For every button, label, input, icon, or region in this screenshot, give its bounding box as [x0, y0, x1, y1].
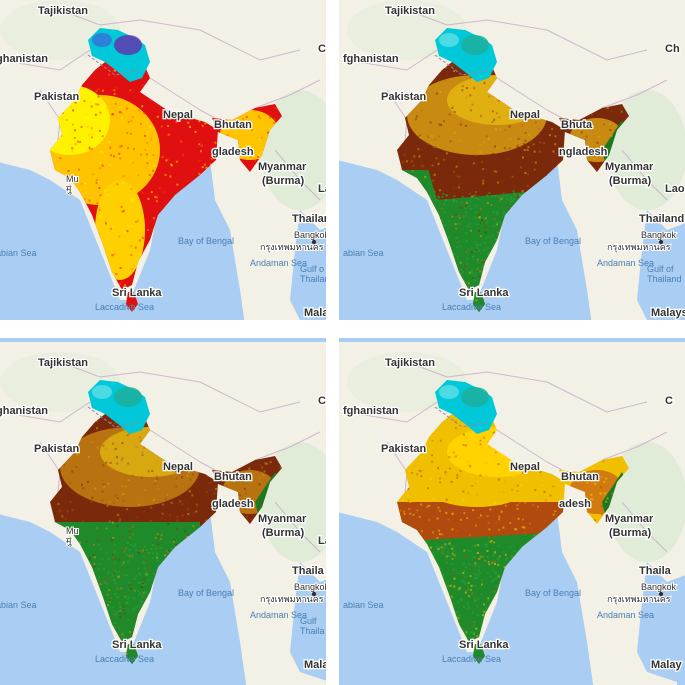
map-label-bangkok: Bangkok [294, 582, 326, 592]
map-label-andaman: Andaman Sea [597, 610, 654, 620]
map-label-arabian: abian Sea [0, 248, 37, 258]
map-label-c: Ch [665, 43, 680, 55]
map-panel-4[interactable]: Tajikistan fghanistan Pakistan Nepal Bhutan a… [339, 338, 685, 685]
map-label-bhutan: Bhuta [561, 119, 593, 131]
map-label-srilanka: Sri Lanka [112, 287, 162, 299]
map-label-andaman: Andaman Sea [250, 610, 307, 620]
map-label-nepal: Nepal [510, 461, 540, 473]
map-label-laccadive: Laccadive Sea [442, 302, 501, 312]
map-label-la: La [318, 535, 326, 547]
map-label-bay: Bay of Bengal [525, 588, 581, 598]
map-label-bangladesh: ngladesh [559, 146, 608, 158]
map-label-thailand: Thaila [639, 565, 672, 577]
map-label-bhutan: Bhutan [214, 471, 252, 483]
map-label-andaman: Andaman Sea [597, 258, 654, 268]
map-label-afghanistan: ghanistan [0, 53, 48, 65]
map-label-thailand2: Thaila [300, 626, 325, 636]
map-label-thailand: Thailar [292, 213, 326, 225]
map-label-malay: Mala [304, 659, 326, 671]
map-label-pakistan: Pakistan [34, 91, 80, 103]
map-canvas: Tajikistan ghanistan Pakistan Nepal Bhutan gl… [0, 338, 326, 685]
map-label-pakistan: Pakistan [381, 443, 427, 455]
city-dot-icon [658, 591, 664, 597]
city-dot-icon [311, 591, 317, 597]
map-label-c: C [318, 395, 326, 407]
map-label-afghanistan: fghanistan [343, 405, 399, 417]
map-label-bangkok: Bangkok [641, 230, 677, 240]
map-label-afghanistan: fghanistan [343, 53, 399, 65]
map-label-laccadive: Laccadive Sea [95, 302, 154, 312]
map-label-tajikistan: Tajikistan [38, 357, 88, 369]
map-label-arabian: abian Sea [343, 248, 384, 258]
map-label-burma: (Burma) [609, 175, 652, 187]
city-dot-icon [311, 239, 317, 245]
map-label-bangladesh: gladesh [212, 146, 254, 158]
map-label-myanmar: Myanmar [605, 513, 654, 525]
map-label-pakistan: Pakistan [34, 443, 80, 455]
map-label-nepal: Nepal [510, 109, 540, 121]
map-label-myanmar: Myanmar [258, 513, 307, 525]
map-label-la: La [318, 183, 326, 195]
map-label-srilanka: Sri Lanka [112, 639, 162, 651]
map-label-gulf: Gulf of [647, 264, 674, 274]
map-label-bangladesh: gladesh [212, 498, 254, 510]
map-panel-3[interactable]: Tajikistan ghanistan Pakistan Nepal Bhutan gl… [0, 338, 326, 685]
map-label-mumbai: Mu [66, 526, 79, 536]
map-label-bangkok_thai: กรุงเทพมหานคร [260, 242, 324, 253]
map-label-malay: Malay [651, 659, 682, 671]
map-label-srilanka: Sri Lanka [459, 287, 509, 299]
map-label-bangkok_thai: กรุงเทพมหานคร [260, 594, 324, 605]
map-label-burma: (Burma) [262, 527, 305, 539]
map-label-burma: (Burma) [609, 527, 652, 539]
map-label-mumbai2: मुं [66, 536, 72, 547]
map-label-bhutan: Bhutan [561, 471, 599, 483]
map-canvas: Tajikistan fghanistan Pakistan Nepal Bhutan a… [339, 338, 685, 685]
map-panel-2[interactable]: Tajikistan fghanistan Pakistan Nepal Bhuta ng… [339, 0, 685, 320]
map-label-c: C [665, 395, 673, 407]
map-label-tajikistan: Tajikistan [385, 5, 435, 17]
map-label-tajikistan: Tajikistan [38, 5, 88, 17]
map-label-laccadive: Laccadive Sea [95, 654, 154, 664]
map-label-mumbai2: मुं [66, 184, 72, 195]
map-label-burma: (Burma) [262, 175, 305, 187]
map-label-bay: Bay of Bengal [178, 236, 234, 246]
city-dot-icon [658, 239, 664, 245]
map-label-arabian: abian Sea [0, 600, 37, 610]
map-label-pakistan: Pakistan [381, 91, 427, 103]
map-label-mumbai: Mu [66, 174, 79, 184]
map-label-malay: Malay [304, 307, 326, 319]
map-canvas: Tajikistan fghanistan Pakistan Nepal Bhuta ng… [339, 0, 685, 320]
map-label-srilanka: Sri Lanka [459, 639, 509, 651]
map-label-myanmar: Myanmar [605, 161, 654, 173]
map-label-gulf: Gulf [300, 616, 317, 626]
map-label-bay: Bay of Bengal [525, 236, 581, 246]
map-label-nepal: Nepal [163, 109, 193, 121]
map-label-thailand2: Thailand [647, 274, 682, 284]
map-label-thailand: Thaila [292, 565, 325, 577]
map-label-bangkok_thai: กรุงเทพมหานคร [607, 594, 671, 605]
map-label-bangkok_thai: กรุงเทพมหานคร [607, 242, 671, 253]
map-label-nepal: Nepal [163, 461, 193, 473]
map-label-bay: Bay of Bengal [178, 588, 234, 598]
map-label-bangladesh: adesh [559, 498, 591, 510]
map-label-c: C [318, 43, 326, 55]
map-label-myanmar: Myanmar [258, 161, 307, 173]
map-label-tajikistan: Tajikistan [385, 357, 435, 369]
map-canvas: Tajikistan ghanistan Pakistan Nepal Bhutan gl… [0, 0, 326, 320]
map-label-andaman: Andaman Sea [250, 258, 307, 268]
map-label-laccadive: Laccadive Sea [442, 654, 501, 664]
map-label-bangkok: Bangkok [641, 582, 677, 592]
map-label-bangkok: Bangkok [294, 230, 326, 240]
map-label-gulf: Gulf o [300, 264, 324, 274]
map-label-la: Laos [665, 183, 685, 195]
map-label-thailand2: Thailan [300, 274, 326, 284]
map-panel-1[interactable]: Tajikistan ghanistan Pakistan Nepal Bhutan gl… [0, 0, 326, 320]
map-label-malay: Malays [651, 307, 685, 319]
map-label-afghanistan: ghanistan [0, 405, 48, 417]
map-label-thailand: Thailand [639, 213, 684, 225]
map-label-bhutan: Bhutan [214, 119, 252, 131]
map-label-arabian: abian Sea [343, 600, 384, 610]
